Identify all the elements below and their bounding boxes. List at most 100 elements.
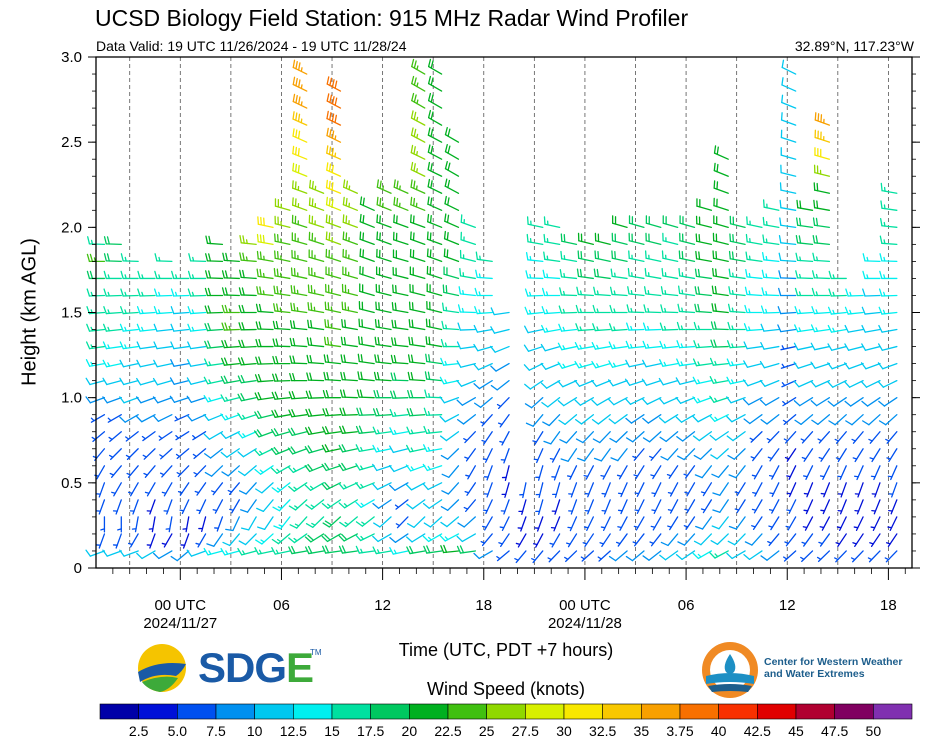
barb-full	[225, 252, 228, 262]
wind-barb	[577, 232, 595, 246]
barb-half	[765, 290, 768, 296]
barb-staff	[189, 260, 207, 263]
barb-staff	[615, 431, 628, 443]
barb-staff	[653, 482, 662, 497]
wind-barb	[152, 377, 173, 386]
barb-staff	[484, 448, 493, 463]
barb-full	[256, 250, 259, 260]
barb-half	[784, 541, 789, 545]
barb-full	[712, 250, 715, 259]
barb-half	[567, 475, 572, 478]
barb-full	[729, 233, 732, 242]
barb-half	[683, 473, 689, 477]
barb-full	[324, 319, 327, 328]
barb-staff	[764, 379, 780, 387]
barb-staff	[885, 550, 898, 563]
barb-full	[815, 217, 819, 227]
barb-staff	[149, 533, 156, 549]
barb-staff	[410, 238, 426, 246]
barb-staff	[411, 99, 426, 109]
wind-barb	[767, 533, 780, 547]
wind-barb	[549, 533, 561, 548]
barb-full	[778, 270, 782, 279]
wind-barb	[460, 231, 476, 246]
barb-half	[579, 326, 583, 332]
barb-full	[594, 250, 597, 259]
barb-full	[715, 250, 718, 260]
barb-full	[812, 217, 816, 226]
barb-staff	[462, 414, 476, 425]
barb-staff	[522, 482, 527, 499]
barb-staff	[797, 345, 814, 351]
barb-full	[660, 456, 669, 461]
barb-half	[801, 541, 807, 545]
barb-staff	[375, 308, 392, 314]
wind-barb	[393, 196, 409, 211]
barb-full	[407, 354, 411, 363]
barb-staff	[749, 414, 763, 425]
barb-full	[861, 306, 866, 315]
barb-staff	[377, 499, 392, 509]
barb-half	[748, 308, 751, 314]
wind-barb	[274, 198, 291, 211]
wind-barb	[256, 268, 274, 280]
barb-full	[289, 320, 293, 329]
barb-half	[208, 397, 212, 402]
barb-half	[93, 257, 97, 263]
barb-full	[187, 323, 192, 332]
barb-staff	[799, 397, 814, 407]
barb-staff	[359, 273, 375, 280]
wind-barb	[153, 288, 173, 297]
barb-half	[883, 221, 886, 227]
barb-full	[692, 552, 700, 560]
barb-staff	[527, 241, 544, 246]
colorbar-label: 12.5	[280, 723, 307, 739]
wind-barb	[626, 322, 645, 331]
barb-staff	[632, 431, 645, 443]
wind-barb	[649, 448, 662, 461]
barb-staff	[308, 326, 325, 331]
wind-barb	[694, 465, 713, 479]
barb-full	[625, 417, 633, 424]
barb-full	[254, 411, 260, 419]
barb-full	[592, 438, 601, 444]
barb-full	[660, 541, 669, 547]
barb-staff	[763, 241, 780, 246]
barb-full	[356, 407, 360, 416]
wind-barb	[203, 358, 224, 367]
barb-staff	[109, 431, 122, 443]
wind-barb	[322, 390, 342, 399]
wind-barb	[406, 408, 426, 417]
barb-half	[667, 492, 673, 495]
wind-barb	[405, 464, 426, 472]
wind-barb	[322, 545, 342, 554]
barb-staff	[635, 465, 645, 480]
barb-half	[562, 345, 566, 350]
colorbar-swatch	[177, 703, 217, 720]
barb-full	[292, 162, 295, 172]
barb-half	[784, 456, 790, 460]
wind-barb	[783, 550, 797, 562]
barb-staff	[645, 275, 662, 280]
barb-full	[258, 356, 262, 365]
barb-half	[532, 440, 538, 443]
wind-barb	[372, 533, 392, 543]
wind-barb	[700, 482, 713, 497]
barb-full	[310, 285, 313, 294]
wind-barb	[426, 231, 443, 246]
barb-full	[592, 323, 596, 332]
barb-full	[305, 408, 310, 417]
barb-full	[429, 232, 432, 241]
wind-barb	[727, 533, 746, 546]
barb-full	[395, 215, 398, 224]
barb-full	[271, 467, 278, 474]
wind-barb	[515, 533, 527, 548]
wind-barb	[695, 516, 713, 530]
wind-barb	[203, 413, 224, 421]
barb-full	[796, 217, 799, 226]
barb-staff	[157, 397, 173, 404]
barb-full	[390, 372, 394, 381]
barb-full	[456, 419, 465, 425]
barb-full	[794, 287, 799, 297]
barb-staff	[226, 448, 240, 458]
